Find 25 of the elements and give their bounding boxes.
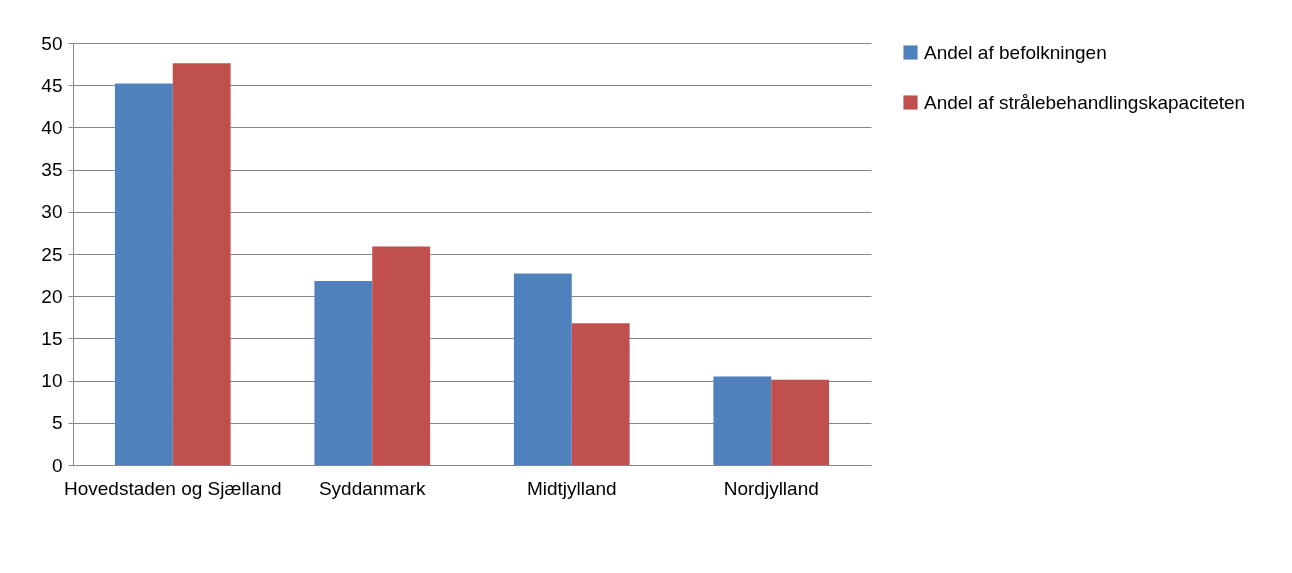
bar [114,83,173,465]
y-tick-label: 40 [41,116,63,138]
x-tick-label: Syddanmark [318,477,427,499]
y-tick-label: 15 [41,327,63,349]
bar [372,246,431,465]
bar [571,323,630,465]
bar [172,63,231,465]
x-tick-label: Hovedstaden og Sjælland [63,477,282,499]
y-tick-label: 50 [41,32,63,54]
x-tick-label: Midtjylland [526,477,617,499]
y-tick-label: 30 [41,201,63,223]
x-tick-label: Nordjylland [723,477,819,499]
y-tick-label: 10 [41,370,63,392]
bar [771,379,830,465]
y-tick-label: 35 [41,159,63,181]
y-tick-label: 0 [51,454,63,476]
bar [314,281,373,465]
y-tick-label: 45 [41,74,63,96]
y-tick-label: 20 [41,285,63,307]
y-tick-label: 5 [51,412,63,434]
legend-label: Andel af strålebehandlingskapaciteten [924,91,1246,113]
legend-label: Andel af befolkningen [924,41,1107,63]
y-tick-label: 25 [41,243,63,265]
bar [513,273,572,465]
bar [713,376,772,465]
